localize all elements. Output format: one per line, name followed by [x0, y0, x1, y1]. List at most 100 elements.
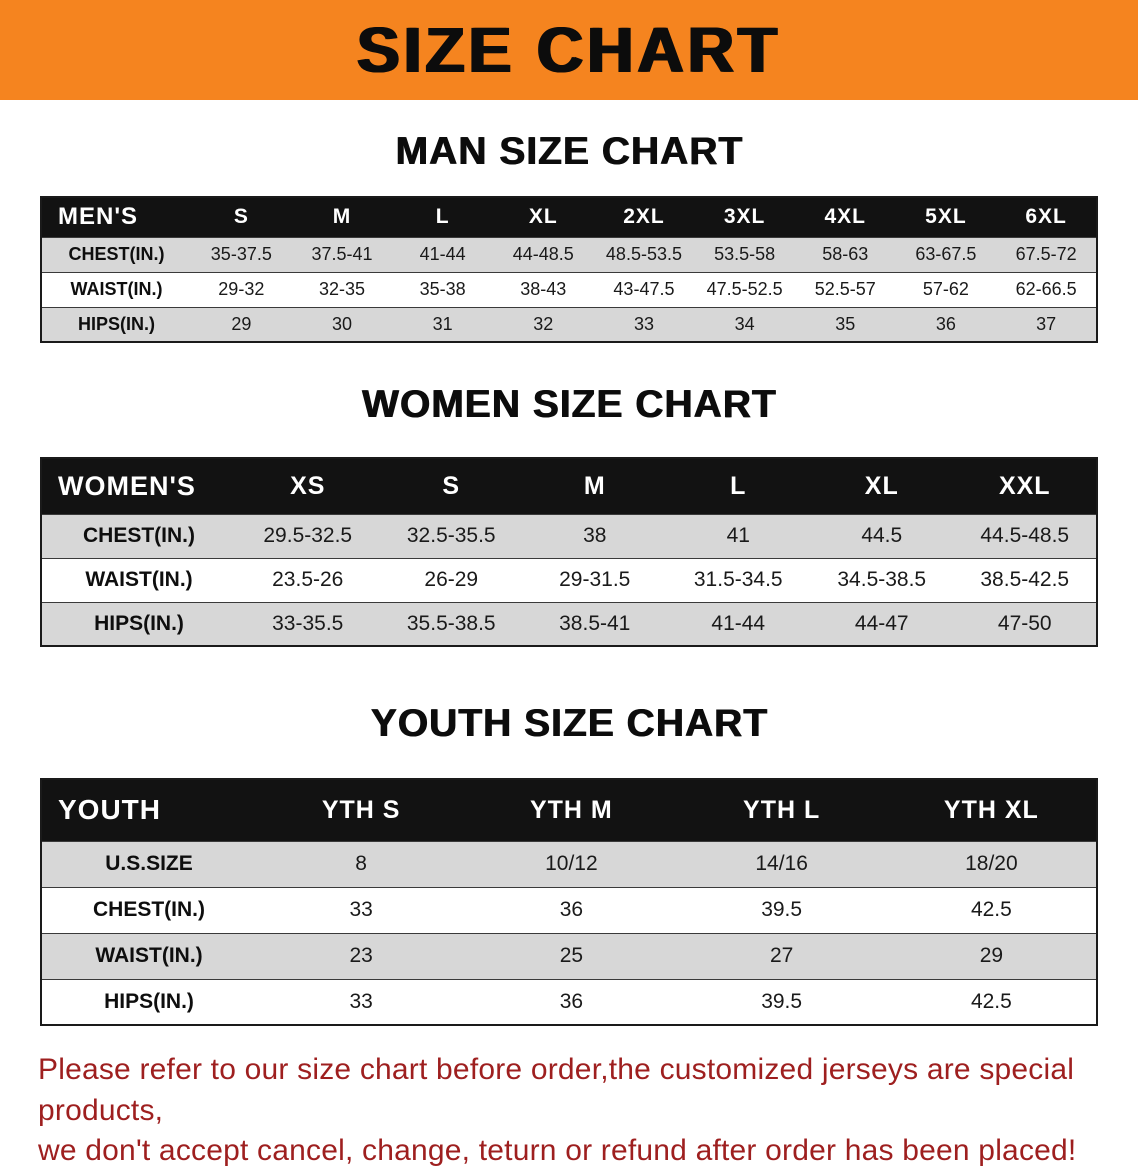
measurement-value: 23 — [256, 932, 467, 979]
measurement-row: CHEST(IN.) 33 36 39.5 42.5 — [41, 886, 1097, 933]
measurement-row-label: HIPS(IN.) — [41, 601, 236, 646]
measurement-value: 31 — [392, 306, 493, 342]
youth-size-section: YOUTH SIZE CHART YOUTH YTH S YTH M YTH L YTH… — [0, 702, 1138, 1026]
measurement-row: WAIST(IN.) 29-32 32-35 35-38 38-43 43-47.5 47.… — [41, 271, 1097, 307]
measurement-value: 36 — [895, 306, 997, 342]
measurement-value: 35.5-38.5 — [379, 601, 523, 646]
measurement-value: 30 — [291, 306, 393, 342]
women-section-heading: WOMEN SIZE CHART — [361, 383, 777, 426]
measurement-value: 48.5-53.5 — [593, 236, 695, 272]
measurement-value: 52.5-57 — [794, 271, 896, 307]
measurement-value: 32 — [492, 306, 594, 342]
measurement-value: 41-44 — [392, 236, 493, 272]
measurement-value: 33-35.5 — [236, 601, 380, 646]
measurement-value: 18/20 — [886, 840, 1097, 887]
measurement-value: 25 — [466, 932, 677, 979]
disclaimer-line-2: we don't accept cancel, change, teturn o… — [38, 1134, 1077, 1167]
table-header-row: YOUTH YTH S YTH M YTH L YTH XL — [41, 779, 1097, 841]
measurement-value: 47.5-52.5 — [694, 271, 795, 307]
measurement-value: 43-47.5 — [593, 271, 695, 307]
measurement-row: HIPS(IN.) 29 30 31 32 33 34 35 36 37 — [41, 306, 1097, 342]
measurement-value: 33 — [256, 978, 467, 1025]
measurement-value: 42.5 — [886, 978, 1097, 1025]
size-column-header: 6XL — [996, 197, 1097, 237]
measurement-value: 29-31.5 — [523, 557, 667, 602]
disclaimer: Please refer to our size chart before or… — [0, 1050, 1138, 1172]
measurement-row: U.S.SIZE 8 10/12 14/16 18/20 — [41, 840, 1097, 887]
measurement-value: 39.5 — [676, 886, 887, 933]
measurement-value: 8 — [256, 840, 467, 887]
measurement-value: 58-63 — [794, 236, 896, 272]
size-column-header: YTH XL — [886, 779, 1097, 841]
measurement-value: 53.5-58 — [694, 236, 795, 272]
banner-title: SIZE CHART — [357, 14, 781, 86]
men-size-section: MAN SIZE CHART MEN'S S M L XL 2XL 3XL 4XL 5XL 6XL… — [0, 130, 1138, 343]
size-column-header: YTH S — [256, 779, 467, 841]
measurement-row-label: WAIST(IN.) — [41, 557, 236, 602]
measurement-value: 36 — [466, 886, 677, 933]
size-column-header: 5XL — [895, 197, 997, 237]
measurement-value: 57-62 — [895, 271, 997, 307]
size-column-header: 4XL — [794, 197, 896, 237]
measurement-value: 14/16 — [676, 840, 887, 887]
measurement-value: 62-66.5 — [996, 271, 1097, 307]
size-column-header: S — [379, 458, 523, 514]
measurement-value: 38 — [523, 513, 667, 558]
measurement-value: 31.5-34.5 — [666, 557, 810, 602]
measurement-value: 29.5-32.5 — [236, 513, 380, 558]
measurement-value: 32.5-35.5 — [379, 513, 523, 558]
measurement-value: 37 — [996, 306, 1097, 342]
measurement-row-label: CHEST(IN.) — [41, 513, 236, 558]
measurement-value: 63-67.5 — [895, 236, 997, 272]
measurement-value: 35-38 — [392, 271, 493, 307]
size-column-header: XXL — [953, 458, 1097, 514]
measurement-value: 44-48.5 — [492, 236, 594, 272]
measurement-value: 38-43 — [492, 271, 594, 307]
measurement-value: 29 — [886, 932, 1097, 979]
measurement-value: 34.5-38.5 — [810, 557, 954, 602]
measurement-row-label: U.S.SIZE — [41, 840, 256, 887]
measurement-value: 41-44 — [666, 601, 810, 646]
measurement-value: 10/12 — [466, 840, 677, 887]
measurement-value: 27 — [676, 932, 887, 979]
measurement-row-label: WAIST(IN.) — [41, 271, 191, 307]
table-header-row: WOMEN'S XS S M L XL XXL — [41, 458, 1097, 514]
measurement-value: 34 — [694, 306, 795, 342]
measurement-row-label: CHEST(IN.) — [41, 886, 256, 933]
measurement-value: 23.5-26 — [236, 557, 380, 602]
women-size-table: WOMEN'S XS S M L XL XXL CHEST(IN.) 29.5-32.5 32.5… — [40, 457, 1098, 647]
disclaimer-line-1: Please refer to our size chart before or… — [38, 1053, 1075, 1127]
men-section-heading: MAN SIZE CHART — [395, 130, 743, 173]
measurement-value: 29-32 — [191, 271, 292, 307]
measurement-value: 33 — [256, 886, 467, 933]
measurement-value: 44-47 — [810, 601, 954, 646]
measurement-row-label: HIPS(IN.) — [41, 978, 256, 1025]
measurement-row-label: HIPS(IN.) — [41, 306, 191, 342]
measurement-row: HIPS(IN.) 33-35.5 35.5-38.5 38.5-41 41-44 44-… — [41, 601, 1097, 646]
size-column-header: XL — [810, 458, 954, 514]
size-column-header: S — [191, 197, 292, 237]
measurement-value: 29 — [191, 306, 292, 342]
measurement-value: 44.5 — [810, 513, 954, 558]
size-column-header: 2XL — [593, 197, 695, 237]
size-column-header: YTH L — [676, 779, 887, 841]
measurement-row: CHEST(IN.) 29.5-32.5 32.5-35.5 38 41 44.5 44.5… — [41, 513, 1097, 558]
size-column-header: L — [392, 197, 493, 237]
measurement-value: 36 — [466, 978, 677, 1025]
measurement-row-label: CHEST(IN.) — [41, 236, 191, 272]
measurement-value: 38.5-42.5 — [953, 557, 1097, 602]
measurement-value: 39.5 — [676, 978, 887, 1025]
measurement-value: 47-50 — [953, 601, 1097, 646]
youth-section-heading: YOUTH SIZE CHART — [370, 702, 768, 745]
table-header-row: MEN'S S M L XL 2XL 3XL 4XL 5XL 6XL — [41, 197, 1097, 237]
size-column-header: M — [523, 458, 667, 514]
measurement-row: WAIST(IN.) 23 25 27 29 — [41, 932, 1097, 979]
measurement-row: CHEST(IN.) 35-37.5 37.5-41 41-44 44-48.5 48.5… — [41, 236, 1097, 272]
size-column-header: XL — [492, 197, 594, 237]
measurement-value: 41 — [666, 513, 810, 558]
measurement-row-label: WAIST(IN.) — [41, 932, 256, 979]
measurement-value: 35 — [794, 306, 896, 342]
size-column-header: L — [666, 458, 810, 514]
size-column-header: YTH M — [466, 779, 677, 841]
measurement-value: 42.5 — [886, 886, 1097, 933]
